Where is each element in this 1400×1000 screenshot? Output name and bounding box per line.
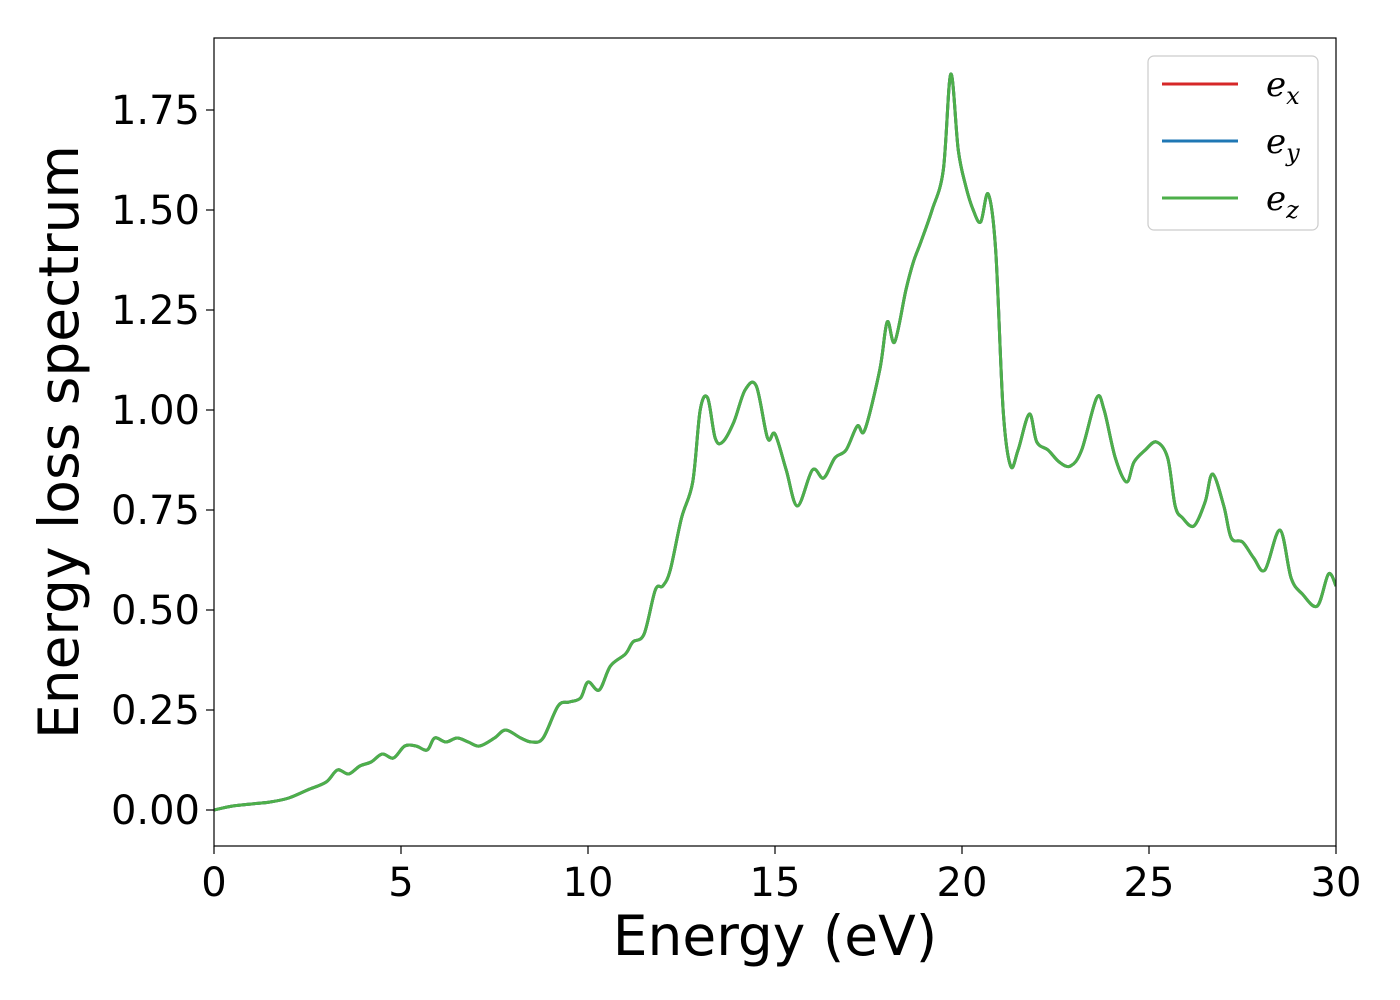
y-tick-label: 0.25 <box>111 688 200 734</box>
y-tick-label: 1.25 <box>111 288 200 334</box>
x-tick-label: 5 <box>388 860 413 906</box>
legend-box <box>1147 55 1319 231</box>
y-axis-label: Energy loss spectrum <box>27 145 91 739</box>
legend-entry-label: ex <box>1266 65 1300 110</box>
series-line-e-z <box>214 72 1336 812</box>
x-tick-label: 30 <box>1311 860 1362 906</box>
y-axis-ticks: 0.00 0.25 0.50 0.75 1.00 1.25 1.50 1.75 <box>111 88 214 834</box>
legend-entry-label: ez <box>1266 179 1299 224</box>
x-tick-label: 15 <box>750 860 801 906</box>
legend-entry-label: ey <box>1266 122 1300 167</box>
y-tick-label: 0.50 <box>111 588 200 634</box>
x-tick-label: 0 <box>201 860 226 906</box>
x-tick-label: 10 <box>563 860 614 906</box>
y-tick-label: 1.00 <box>111 388 200 434</box>
x-tick-label: 20 <box>937 860 988 906</box>
x-tick-label: 25 <box>1124 860 1175 906</box>
legend: ex ey ez <box>1147 55 1319 231</box>
y-tick-label: 0.75 <box>111 488 200 534</box>
y-tick-label: 1.75 <box>111 88 200 134</box>
x-axis-label: Energy (eV) <box>613 904 937 968</box>
y-tick-label: 1.50 <box>111 188 200 234</box>
x-axis-ticks: 0 5 10 15 20 25 30 <box>201 846 1361 906</box>
series-layer <box>214 72 1336 812</box>
y-tick-label: 0.00 <box>111 788 200 834</box>
